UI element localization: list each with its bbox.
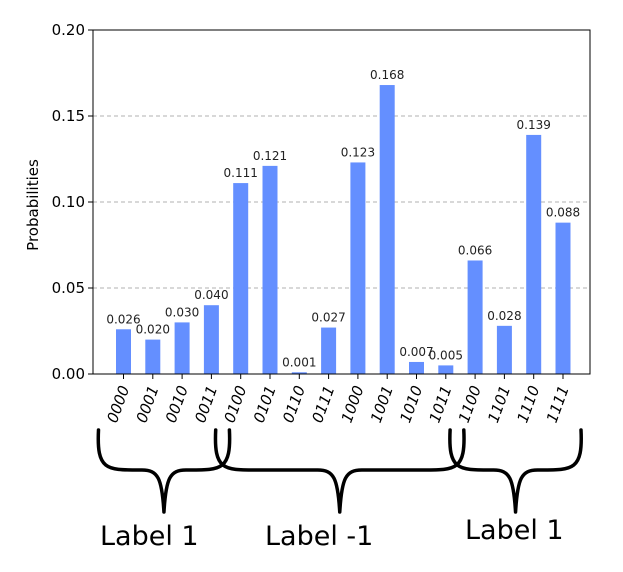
y-axis-label: Probabilities xyxy=(24,159,42,251)
x-tick-label: 1010 xyxy=(396,383,426,425)
bar xyxy=(409,361,424,374)
value-label: 0.027 xyxy=(311,311,345,325)
value-label: 0.066 xyxy=(458,243,492,257)
x-tick-label: 1001 xyxy=(367,383,397,425)
bar xyxy=(526,134,542,374)
x-tick-label: 0010 xyxy=(162,383,192,425)
bars xyxy=(116,85,571,374)
value-label: 0.026 xyxy=(106,312,140,326)
value-label: 0.040 xyxy=(194,288,228,302)
value-label: 0.139 xyxy=(517,118,551,132)
y-tick-label: 0.15 xyxy=(52,107,85,125)
x-tick-label: 0101 xyxy=(250,383,280,425)
value-label: 0.020 xyxy=(136,323,170,337)
value-label: 0.111 xyxy=(224,166,258,180)
x-tick-label: 1101 xyxy=(484,383,514,425)
x-tick-label: 0001 xyxy=(133,383,163,425)
bar xyxy=(555,222,571,374)
group-brace-2 xyxy=(213,428,466,514)
bar xyxy=(116,329,131,374)
bar xyxy=(203,305,219,374)
x-tick-label: 1000 xyxy=(338,383,368,425)
x-tick-label: 1100 xyxy=(455,383,485,425)
value-label: 0.007 xyxy=(399,345,433,359)
value-label: 0.030 xyxy=(165,305,199,319)
bar xyxy=(233,183,249,374)
bar xyxy=(496,325,512,374)
x-tick-label: 1011 xyxy=(426,383,456,425)
group-brace-3 xyxy=(448,428,583,514)
bar xyxy=(291,372,307,374)
group-label-3: Label 1 xyxy=(465,515,564,546)
bar xyxy=(262,165,278,374)
bar xyxy=(438,365,454,374)
value-label: 0.168 xyxy=(370,68,404,82)
x-tick-label: 0100 xyxy=(220,383,250,425)
bar xyxy=(379,85,395,374)
value-label: 0.028 xyxy=(487,309,521,323)
value-label: 0.088 xyxy=(546,206,580,220)
y-tick-label: 0.05 xyxy=(52,279,85,297)
group-brace-1 xyxy=(96,428,232,514)
group-label-2: Label -1 xyxy=(265,521,374,552)
x-tick-label: 0111 xyxy=(308,383,338,425)
group-braces xyxy=(96,428,583,514)
x-tick-label: 1110 xyxy=(513,383,543,425)
group-label-1: Label 1 xyxy=(100,521,199,552)
bar xyxy=(145,339,161,374)
value-label: 0.001 xyxy=(282,355,316,369)
bar xyxy=(321,327,337,374)
value-label: 0.005 xyxy=(429,348,463,362)
x-tick-label: 0110 xyxy=(279,383,309,425)
value-label: 0.121 xyxy=(253,149,287,163)
y-tick-label: 0.10 xyxy=(52,193,85,211)
bar xyxy=(350,162,366,374)
bar xyxy=(174,322,190,374)
x-axis-ticks: 0000 0001 0010 0011 0100 0101 0110 0111 1000 1001… xyxy=(103,374,573,425)
x-tick-label: 1111 xyxy=(543,383,573,425)
x-tick-label: 0011 xyxy=(191,383,221,425)
y-tick-label: 0.00 xyxy=(52,365,85,383)
bar xyxy=(467,260,483,374)
value-label: 0.123 xyxy=(341,145,375,159)
x-tick-label: 0000 xyxy=(103,383,133,425)
y-axis-ticks: 0.00 0.05 0.10 0.15 0.20 xyxy=(52,21,93,383)
y-tick-label: 0.20 xyxy=(52,21,85,39)
